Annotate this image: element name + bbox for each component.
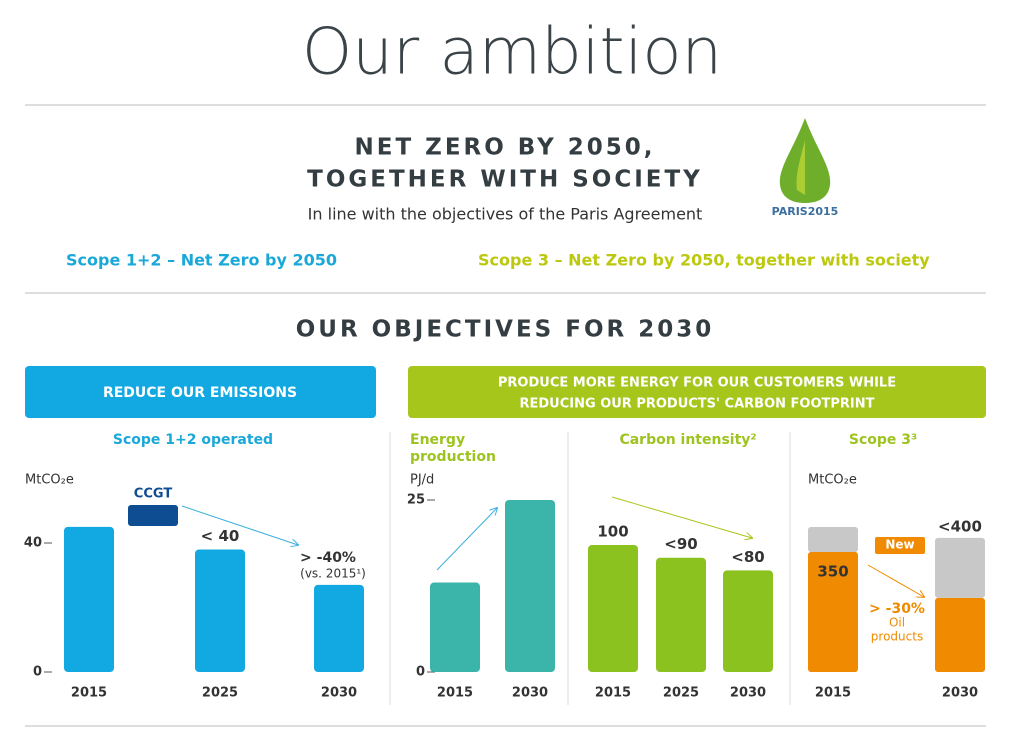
value-label: < 40 [201, 527, 240, 545]
y-tick-label: 25 [407, 493, 425, 508]
annotation: products [871, 630, 923, 644]
bar [723, 570, 773, 672]
bar [195, 549, 245, 672]
objective-text: PRODUCE MORE ENERGY FOR OUR CUSTOMERS WH… [498, 376, 896, 391]
bar-segment [935, 537, 985, 598]
bar [505, 500, 555, 672]
ccgt-block [128, 505, 178, 526]
section-dividers [389, 432, 791, 705]
y-tick-label: 0 [416, 665, 425, 680]
objective-box [408, 366, 986, 418]
scope-label: Scope 3 – Net Zero by 2050, together wit… [478, 251, 930, 270]
unit-label: PJ/d [410, 473, 434, 488]
annotation: <400 [938, 518, 982, 536]
new-badge [875, 537, 925, 554]
title: Our ambition [302, 16, 722, 90]
chart-subtitle: Scope 1+2 operated [113, 432, 273, 448]
scope-label: Scope 1+2 – Net Zero by 2050 [66, 251, 337, 270]
y-tick-label: 40 [24, 536, 42, 551]
annotation: New [885, 538, 914, 552]
value-label: 100 [597, 523, 628, 541]
x-tick-label: 2030 [512, 686, 548, 701]
objectives-title: OUR OBJECTIVES FOR 2030 [296, 317, 715, 343]
chart-subtitle: Carbon intensity² [619, 432, 756, 448]
objective-text: REDUCE OUR EMISSIONS [103, 385, 297, 401]
x-tick-label: 2015 [71, 686, 107, 701]
x-tick-label: 2015 [595, 686, 631, 701]
value-label: <90 [664, 535, 697, 553]
objective-text: REDUCING OUR PRODUCTS' CARBON FOOTPRINT [520, 397, 875, 412]
trend-arrow [436, 508, 497, 571]
bar [588, 545, 638, 672]
bar-segment [935, 597, 985, 672]
chart-subtitle: Energy [410, 432, 465, 448]
chart-subtitle: production [410, 449, 496, 465]
unit-label: MtCO₂e [808, 473, 857, 488]
paris-logo: PARIS2015 [772, 118, 839, 218]
x-tick-label: 2030 [730, 686, 766, 701]
unit-label: MtCO₂e [25, 473, 74, 488]
annotation: Oil [889, 616, 905, 630]
objective-box [25, 366, 376, 418]
logo-text: PARIS2015 [772, 205, 839, 218]
trend-arrow [181, 505, 298, 545]
y-tick-label: 0 [33, 665, 42, 680]
x-tick-label: 2030 [942, 686, 978, 701]
annotation: CCGT [134, 487, 173, 502]
bar-segment [808, 551, 858, 672]
annotation: > -40% [300, 550, 356, 566]
annotation: > -30% [869, 601, 925, 617]
trend-arrow [611, 496, 752, 538]
value-label: <80 [731, 548, 764, 566]
bar [64, 526, 114, 672]
trend-arrow [867, 564, 924, 597]
bar [430, 582, 480, 672]
x-tick-label: 2015 [815, 686, 851, 701]
subheadline: In line with the objectives of the Paris… [308, 205, 703, 224]
x-tick-label: 2015 [437, 686, 473, 701]
headline: TOGETHER WITH SOCIETY [307, 167, 703, 193]
bar [656, 557, 706, 672]
x-tick-label: 2025 [663, 686, 699, 701]
bar [314, 584, 364, 672]
chart-subtitle: Scope 3³ [849, 432, 917, 448]
x-tick-label: 2030 [321, 686, 357, 701]
value-label: 350 [817, 562, 848, 580]
x-tick-label: 2025 [202, 686, 238, 701]
annotation: (vs. 2015¹) [300, 567, 366, 581]
headline: NET ZERO BY 2050, [354, 135, 655, 161]
bar-segment [808, 526, 858, 552]
